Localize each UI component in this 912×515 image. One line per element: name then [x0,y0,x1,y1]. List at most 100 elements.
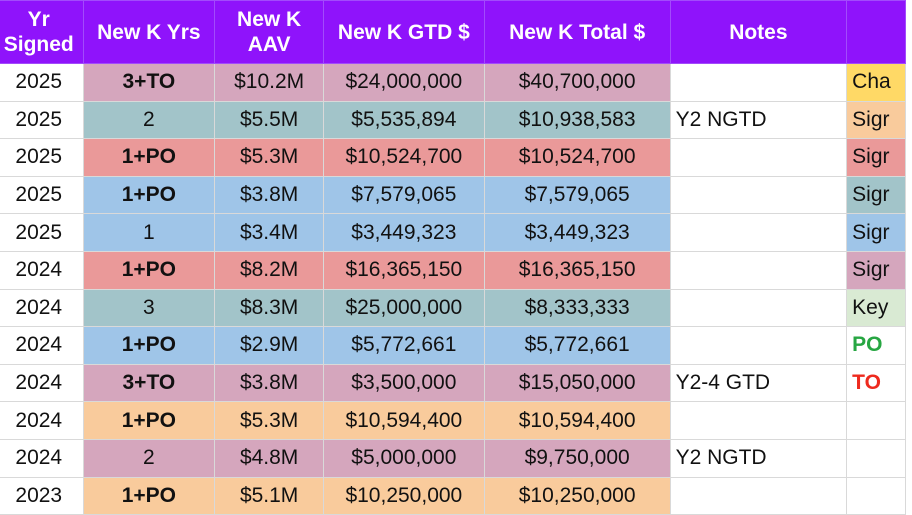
legend-cell[interactable] [846,476,906,515]
legend-cell[interactable]: Sigr [846,138,906,177]
gtd-cell[interactable]: $10,594,400 [323,401,485,440]
legend-cell[interactable]: Key [846,288,906,328]
notes-cell[interactable] [669,63,848,102]
aav-cell[interactable]: $3.4M [214,213,325,252]
table-row: 2024 3 $8.3M $25,000,000 $8,333,333 Key [0,288,906,328]
total-cell[interactable]: $5,772,661 [483,326,671,365]
header-new-k-gtd[interactable]: New K GTD $ [323,0,485,64]
table-row: 2024 2 $4.8M $5,000,000 $9,750,000 Y2 NGTD [0,438,906,478]
aav-cell[interactable]: $5.1M [214,476,325,515]
total-cell[interactable]: $7,579,065 [483,175,671,215]
total-cell[interactable]: $10,938,583 [483,100,671,140]
header-legend[interactable] [846,0,906,64]
year-signed-cell[interactable]: 2025 [0,175,84,215]
total-cell[interactable]: $40,700,000 [483,63,671,102]
legend-cell[interactable]: Cha [846,63,906,102]
k-yrs-cell[interactable]: 1+PO [82,476,216,515]
total-cell[interactable]: $16,365,150 [483,250,671,290]
gtd-cell[interactable]: $5,000,000 [323,438,485,478]
gtd-cell[interactable]: $24,000,000 [323,63,485,102]
notes-cell[interactable] [669,175,848,215]
header-new-k-aav[interactable]: New K AAV [214,0,325,64]
total-cell[interactable]: $9,750,000 [483,438,671,478]
legend-cell[interactable]: TO [846,363,906,403]
k-yrs-cell[interactable]: 1+PO [82,250,216,290]
year-signed-cell[interactable]: 2024 [0,250,84,290]
year-signed-cell[interactable]: 2025 [0,138,84,177]
legend-cell[interactable]: PO [846,326,906,365]
table-row: 2025 1+PO $5.3M $10,524,700 $10,524,700 Sigr [0,138,906,177]
k-yrs-cell[interactable]: 1+PO [82,138,216,177]
aav-cell[interactable]: $3.8M [214,175,325,215]
gtd-cell[interactable]: $3,500,000 [323,363,485,403]
gtd-cell[interactable]: $16,365,150 [323,250,485,290]
aav-cell[interactable]: $4.8M [214,438,325,478]
notes-cell[interactable] [669,213,848,252]
gtd-cell[interactable]: $25,000,000 [323,288,485,328]
legend-cell[interactable]: Sigr [846,100,906,140]
year-signed-cell[interactable]: 2024 [0,363,84,403]
aav-cell[interactable]: $8.3M [214,288,325,328]
legend-cell[interactable] [846,438,906,478]
notes-cell[interactable]: Y2 NGTD [669,100,848,140]
aav-cell[interactable]: $8.2M [214,250,325,290]
k-yrs-cell[interactable]: 2 [82,100,216,140]
table-row: 2024 1+PO $2.9M $5,772,661 $5,772,661 PO [0,326,906,365]
table-row: 2025 3+TO $10.2M $24,000,000 $40,700,000 Cha [0,63,906,102]
table-row: 2024 3+TO $3.8M $3,500,000 $15,050,000 Y2-4 G… [0,363,906,403]
aav-cell[interactable]: $5.5M [214,100,325,140]
notes-cell[interactable] [669,138,848,177]
year-signed-cell[interactable]: 2025 [0,100,84,140]
gtd-cell[interactable]: $5,535,894 [323,100,485,140]
notes-cell[interactable] [669,401,848,440]
k-yrs-cell[interactable]: 1+PO [82,326,216,365]
aav-cell[interactable]: $5.3M [214,401,325,440]
year-signed-cell[interactable]: 2024 [0,438,84,478]
total-cell[interactable]: $10,250,000 [483,476,671,515]
aav-cell[interactable]: $5.3M [214,138,325,177]
notes-cell[interactable] [669,250,848,290]
aav-cell[interactable]: $10.2M [214,63,325,102]
notes-cell[interactable] [669,288,848,328]
gtd-cell[interactable]: $7,579,065 [323,175,485,215]
k-yrs-cell[interactable]: 2 [82,438,216,478]
notes-cell[interactable] [669,326,848,365]
notes-cell[interactable]: Y2-4 GTD [669,363,848,403]
table-row: 2024 1+PO $8.2M $16,365,150 $16,365,150 Sigr [0,250,906,290]
year-signed-cell[interactable]: 2025 [0,213,84,252]
gtd-cell[interactable]: $5,772,661 [323,326,485,365]
table-row: 2025 1+PO $3.8M $7,579,065 $7,579,065 Sigr [0,175,906,215]
legend-cell[interactable]: Sigr [846,175,906,215]
gtd-cell[interactable]: $10,524,700 [323,138,485,177]
k-yrs-cell[interactable]: 1+PO [82,175,216,215]
header-notes[interactable]: Notes [669,0,848,64]
header-new-k-total[interactable]: New K Total $ [483,0,671,64]
total-cell[interactable]: $10,594,400 [483,401,671,440]
header-year-signed[interactable]: Yr Signed [0,0,84,64]
legend-cell[interactable] [846,401,906,440]
gtd-cell[interactable]: $10,250,000 [323,476,485,515]
year-signed-cell[interactable]: 2024 [0,326,84,365]
k-yrs-cell[interactable]: 3+TO [82,63,216,102]
year-signed-cell[interactable]: 2023 [0,476,84,515]
gtd-cell[interactable]: $3,449,323 [323,213,485,252]
aav-cell[interactable]: $2.9M [214,326,325,365]
total-cell[interactable]: $3,449,323 [483,213,671,252]
k-yrs-cell[interactable]: 3+TO [82,363,216,403]
total-cell[interactable]: $8,333,333 [483,288,671,328]
k-yrs-cell[interactable]: 1+PO [82,401,216,440]
notes-cell[interactable] [669,476,848,515]
notes-cell[interactable]: Y2 NGTD [669,438,848,478]
year-signed-cell[interactable]: 2024 [0,288,84,328]
legend-cell[interactable]: Sigr [846,250,906,290]
legend-cell[interactable]: Sigr [846,213,906,252]
year-signed-cell[interactable]: 2024 [0,401,84,440]
total-cell[interactable]: $15,050,000 [483,363,671,403]
header-new-k-yrs[interactable]: New K Yrs [82,0,216,64]
year-signed-cell[interactable]: 2025 [0,63,84,102]
k-yrs-cell[interactable]: 3 [82,288,216,328]
aav-cell[interactable]: $3.8M [214,363,325,403]
total-cell[interactable]: $10,524,700 [483,138,671,177]
k-yrs-cell[interactable]: 1 [82,213,216,252]
